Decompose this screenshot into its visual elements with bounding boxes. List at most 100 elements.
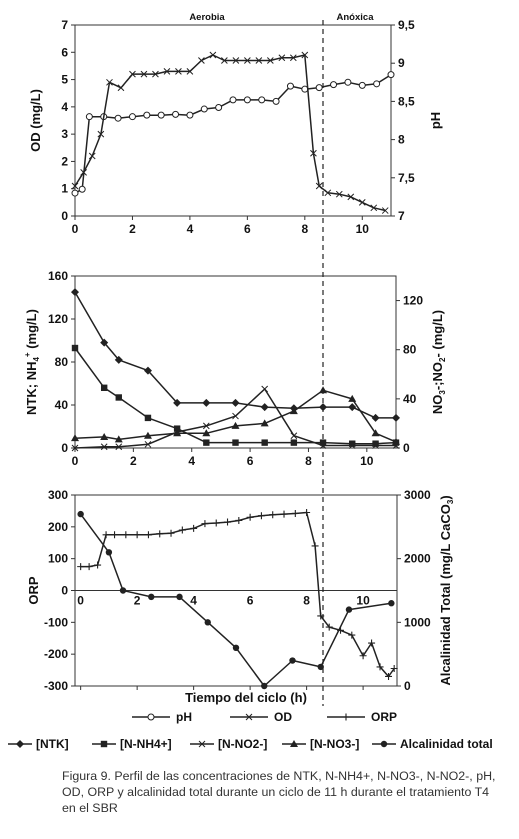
legend-label: [NTK] [36,737,69,751]
x-tick-label: 0 [72,454,79,468]
y-right-tick-label: 7,5 [398,171,415,185]
x-tick-label: 2 [129,222,136,236]
data-point-ntk [348,403,357,412]
data-point-orp [122,531,130,539]
data-point-n-no2 [202,422,210,430]
x-tick-label: 8 [303,594,310,608]
data-point-n-no2 [115,443,123,451]
x-tick-label: 6 [247,454,254,468]
data-point-ntk [231,398,240,407]
data-point-od [221,57,228,64]
legend-marker [342,713,350,721]
legend: pH OD ORP [NTK] [N-NH4+] [N-NO2-] [N-NO3-] Alca… [8,710,493,751]
y-right-tick-label: 0 [404,679,411,693]
y-left-tick-label: -200 [44,647,68,661]
legend-marker [16,740,24,748]
y-left-tick-label: -300 [44,679,68,693]
data-point-alcalinidad-total [388,600,395,607]
data-point-alcalinidad-total [148,593,155,601]
legend-marker [147,713,155,721]
y-left-tick-label: 40 [55,398,69,412]
y-right-axis-label: NO3-;NO2- (mg/L) [430,310,447,414]
data-point-alcalinidad-total [261,682,268,690]
data-point-n-nh4 [372,440,379,447]
data-point-ph [358,81,366,89]
data-point-orp [390,664,398,672]
data-point-orp [325,623,333,631]
y-left-axis-label: OD (mg/L) [28,89,43,152]
x-tick-label: 8 [305,454,312,468]
data-point-n-no3 [260,419,269,427]
data-point-od [370,204,378,212]
data-point-n-nh4 [232,439,239,446]
data-point-ntk [173,398,182,407]
x-tick-label: 4 [187,222,194,236]
legend-label: [N-NO2-] [218,737,267,751]
data-point-n-nh4 [261,439,268,446]
data-point-orp [94,561,102,569]
data-point-orp [257,512,265,520]
data-point-n-no2 [232,412,239,420]
data-point-ph [272,97,280,105]
data-point-od [289,54,297,62]
data-point-od [129,70,136,78]
data-point-n-no2 [71,444,79,452]
legend-label: [N-NH4+] [120,737,172,751]
y-left-axis-label: ORP [26,576,41,605]
data-point-alcalinidad-total [119,587,127,594]
data-point-orp [190,524,198,532]
data-point-orp [178,526,186,534]
y-left-tick-label: 2 [61,154,68,168]
y-left-tick-label: 3 [61,127,68,141]
data-point-n-no3 [143,431,152,439]
data-point-n-nh4 [319,439,327,446]
data-point-od [198,57,205,64]
data-point-orp [156,530,164,538]
series-line-n-nh4 [74,347,397,445]
data-point-ph [157,111,165,119]
y-right-tick-label: 7 [398,209,405,223]
data-point-ph [387,71,395,79]
data-point-od [97,130,105,138]
y-left-tick-label: 0 [61,441,68,455]
data-point-orp [201,520,209,528]
data-point-orp [111,531,119,539]
y-right-axis-label: Alcalinidad Total (mg/L CaCO3) [438,495,455,685]
y-left-tick-label: 0 [61,584,68,598]
data-point-ph [286,82,294,90]
region-label-anoxica: Anóxica [337,12,375,23]
data-point-ph [71,189,79,197]
data-point-n-no3 [202,429,211,437]
data-point-ph [315,84,323,92]
data-point-ph [114,114,122,122]
x-tick-label: 6 [244,222,251,236]
y-right-tick-label: 1000 [404,615,431,629]
data-point-orp [376,663,384,671]
legend-marker [245,713,253,721]
data-point-orp [291,509,299,517]
data-point-orp [212,519,220,527]
data-point-od [175,68,182,75]
data-point-od [381,207,389,214]
x-tick-label: 10 [360,454,374,468]
data-point-n-no3 [231,421,240,429]
legend-label: pH [176,710,192,724]
data-point-orp [246,513,254,521]
y-right-tick-label: 3000 [404,488,431,502]
y-left-tick-label: 80 [55,355,69,369]
data-point-n-no2 [261,385,269,393]
region-label-aerobia: Aerobia [189,12,225,23]
data-point-alcalinidad-total [204,619,211,626]
data-point-orp [85,563,93,571]
figure-caption: Figura 9. Perfil de las concentraciones … [62,768,502,816]
legend-marker [198,740,206,748]
data-point-orp [368,639,376,647]
data-point-n-nh4 [115,394,122,401]
y-left-tick-label: 160 [48,269,68,283]
data-point-od [232,57,240,64]
plot-frame [74,24,392,217]
data-point-ph [243,96,251,104]
y-left-tick-label: 100 [48,552,68,566]
y-left-tick-label: 6 [61,45,68,59]
